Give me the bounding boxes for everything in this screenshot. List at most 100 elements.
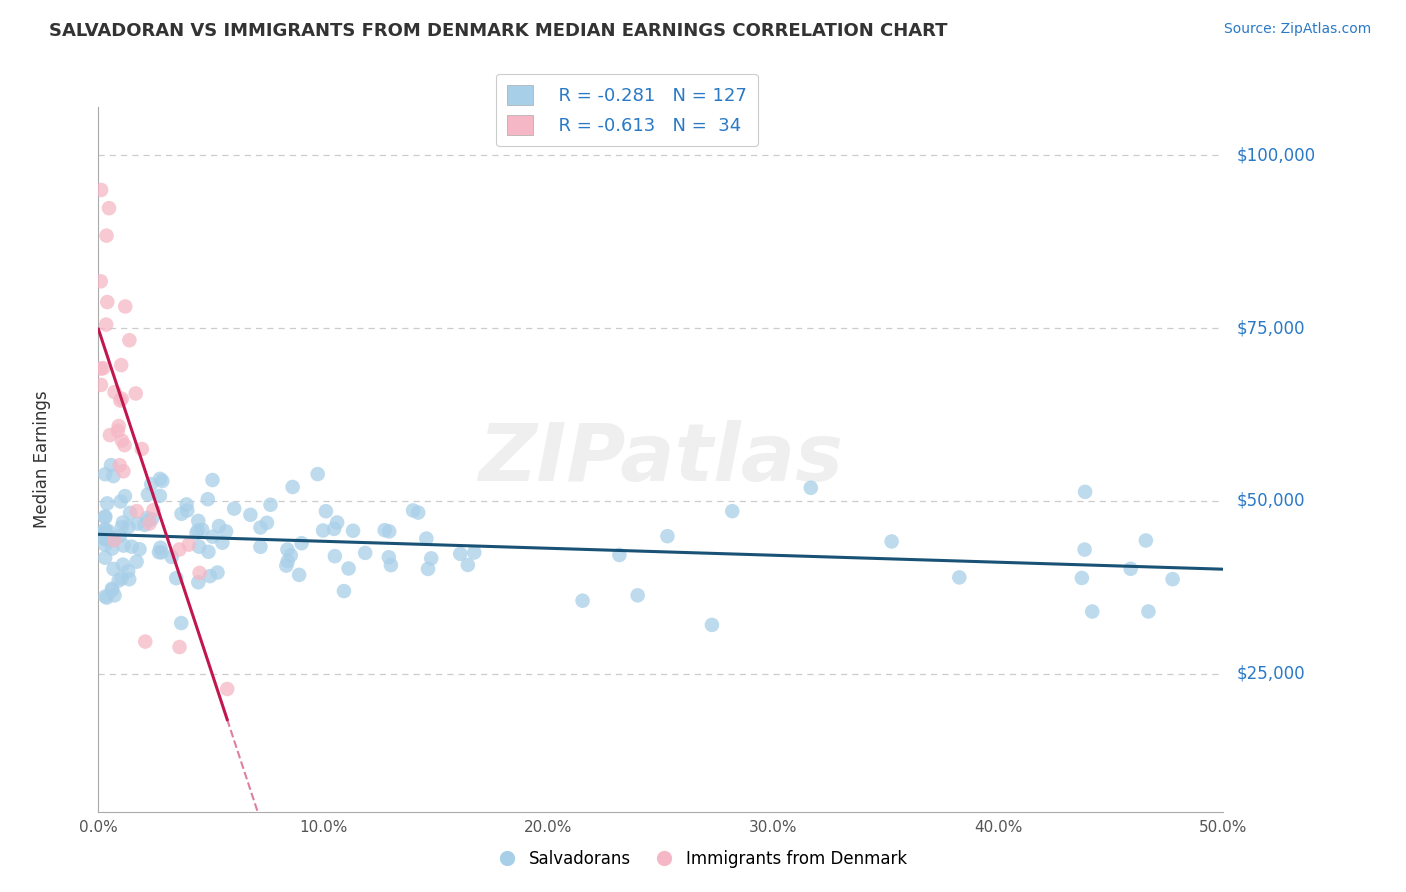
Point <box>406 506 429 520</box>
Point <box>207 566 229 580</box>
Point <box>96 496 118 510</box>
Point <box>609 548 631 562</box>
Point <box>880 534 903 549</box>
Point <box>177 538 200 552</box>
Point <box>165 571 187 585</box>
Point <box>111 434 134 448</box>
Point <box>700 618 723 632</box>
Point <box>463 545 485 559</box>
Point <box>201 530 224 544</box>
Point <box>94 523 117 537</box>
Point <box>150 545 173 559</box>
Point <box>150 474 173 488</box>
Point <box>138 513 160 527</box>
Point <box>103 533 125 548</box>
Text: SALVADORAN VS IMMIGRANTS FROM DENMARK MEDIAN EARNINGS CORRELATION CHART: SALVADORAN VS IMMIGRANTS FROM DENMARK ME… <box>49 22 948 40</box>
Point <box>110 393 132 408</box>
Point <box>94 532 117 546</box>
Text: $25,000: $25,000 <box>1237 665 1306 682</box>
Point <box>96 228 118 243</box>
Point <box>239 508 262 522</box>
Point <box>333 584 356 599</box>
Point <box>160 549 183 564</box>
Point <box>176 503 198 517</box>
Text: $75,000: $75,000 <box>1237 319 1306 337</box>
Point <box>107 424 129 438</box>
Point <box>136 487 159 501</box>
Point <box>101 582 124 597</box>
Point <box>188 540 211 554</box>
Point <box>342 524 364 538</box>
Point <box>97 530 120 544</box>
Point <box>112 464 135 478</box>
Point <box>1081 605 1104 619</box>
Point <box>101 541 124 556</box>
Point <box>380 558 402 573</box>
Point <box>1161 572 1184 586</box>
Point <box>127 516 149 531</box>
Point <box>571 593 593 607</box>
Point <box>326 516 349 530</box>
Point <box>415 532 437 546</box>
Point <box>249 520 271 534</box>
Point <box>315 504 337 518</box>
Point <box>98 530 121 544</box>
Point <box>657 529 679 543</box>
Point <box>131 442 153 456</box>
Point <box>201 473 224 487</box>
Point <box>170 615 193 630</box>
Point <box>627 588 650 602</box>
Point <box>323 522 346 536</box>
Point <box>138 516 160 531</box>
Point <box>134 517 156 532</box>
Point <box>211 535 233 549</box>
Point <box>256 516 278 530</box>
Point <box>148 545 170 559</box>
Point <box>114 489 136 503</box>
Point <box>90 361 112 376</box>
Point <box>90 274 112 288</box>
Point <box>96 295 118 310</box>
Point <box>91 361 114 376</box>
Point <box>108 529 131 543</box>
Point <box>134 634 156 648</box>
Point <box>117 564 139 578</box>
Point <box>1119 562 1142 576</box>
Point <box>97 524 120 539</box>
Point <box>188 566 211 580</box>
Point <box>112 539 135 553</box>
Point <box>141 512 163 526</box>
Point <box>110 358 132 372</box>
Point <box>94 590 117 604</box>
Point <box>224 501 246 516</box>
Point <box>94 532 117 546</box>
Point <box>103 469 125 483</box>
Text: Source: ZipAtlas.com: Source: ZipAtlas.com <box>1223 22 1371 37</box>
Point <box>141 477 163 491</box>
Point <box>110 494 132 508</box>
Point <box>277 554 299 568</box>
Point <box>118 333 141 347</box>
Point <box>111 558 134 572</box>
Text: $100,000: $100,000 <box>1237 146 1316 164</box>
Point <box>420 551 443 566</box>
Point <box>114 300 136 314</box>
Point <box>280 548 302 562</box>
Point <box>323 549 346 564</box>
Point <box>800 481 823 495</box>
Point <box>215 524 238 539</box>
Point <box>290 536 312 550</box>
Point <box>378 550 401 565</box>
Point <box>170 507 193 521</box>
Point <box>94 522 117 536</box>
Point <box>416 562 439 576</box>
Point <box>1137 605 1160 619</box>
Point <box>197 545 219 559</box>
Point <box>187 575 209 590</box>
Point <box>259 498 281 512</box>
Point <box>198 569 221 583</box>
Point <box>136 511 159 525</box>
Text: ZIPatlas: ZIPatlas <box>478 420 844 499</box>
Point <box>187 514 209 528</box>
Point <box>948 570 970 584</box>
